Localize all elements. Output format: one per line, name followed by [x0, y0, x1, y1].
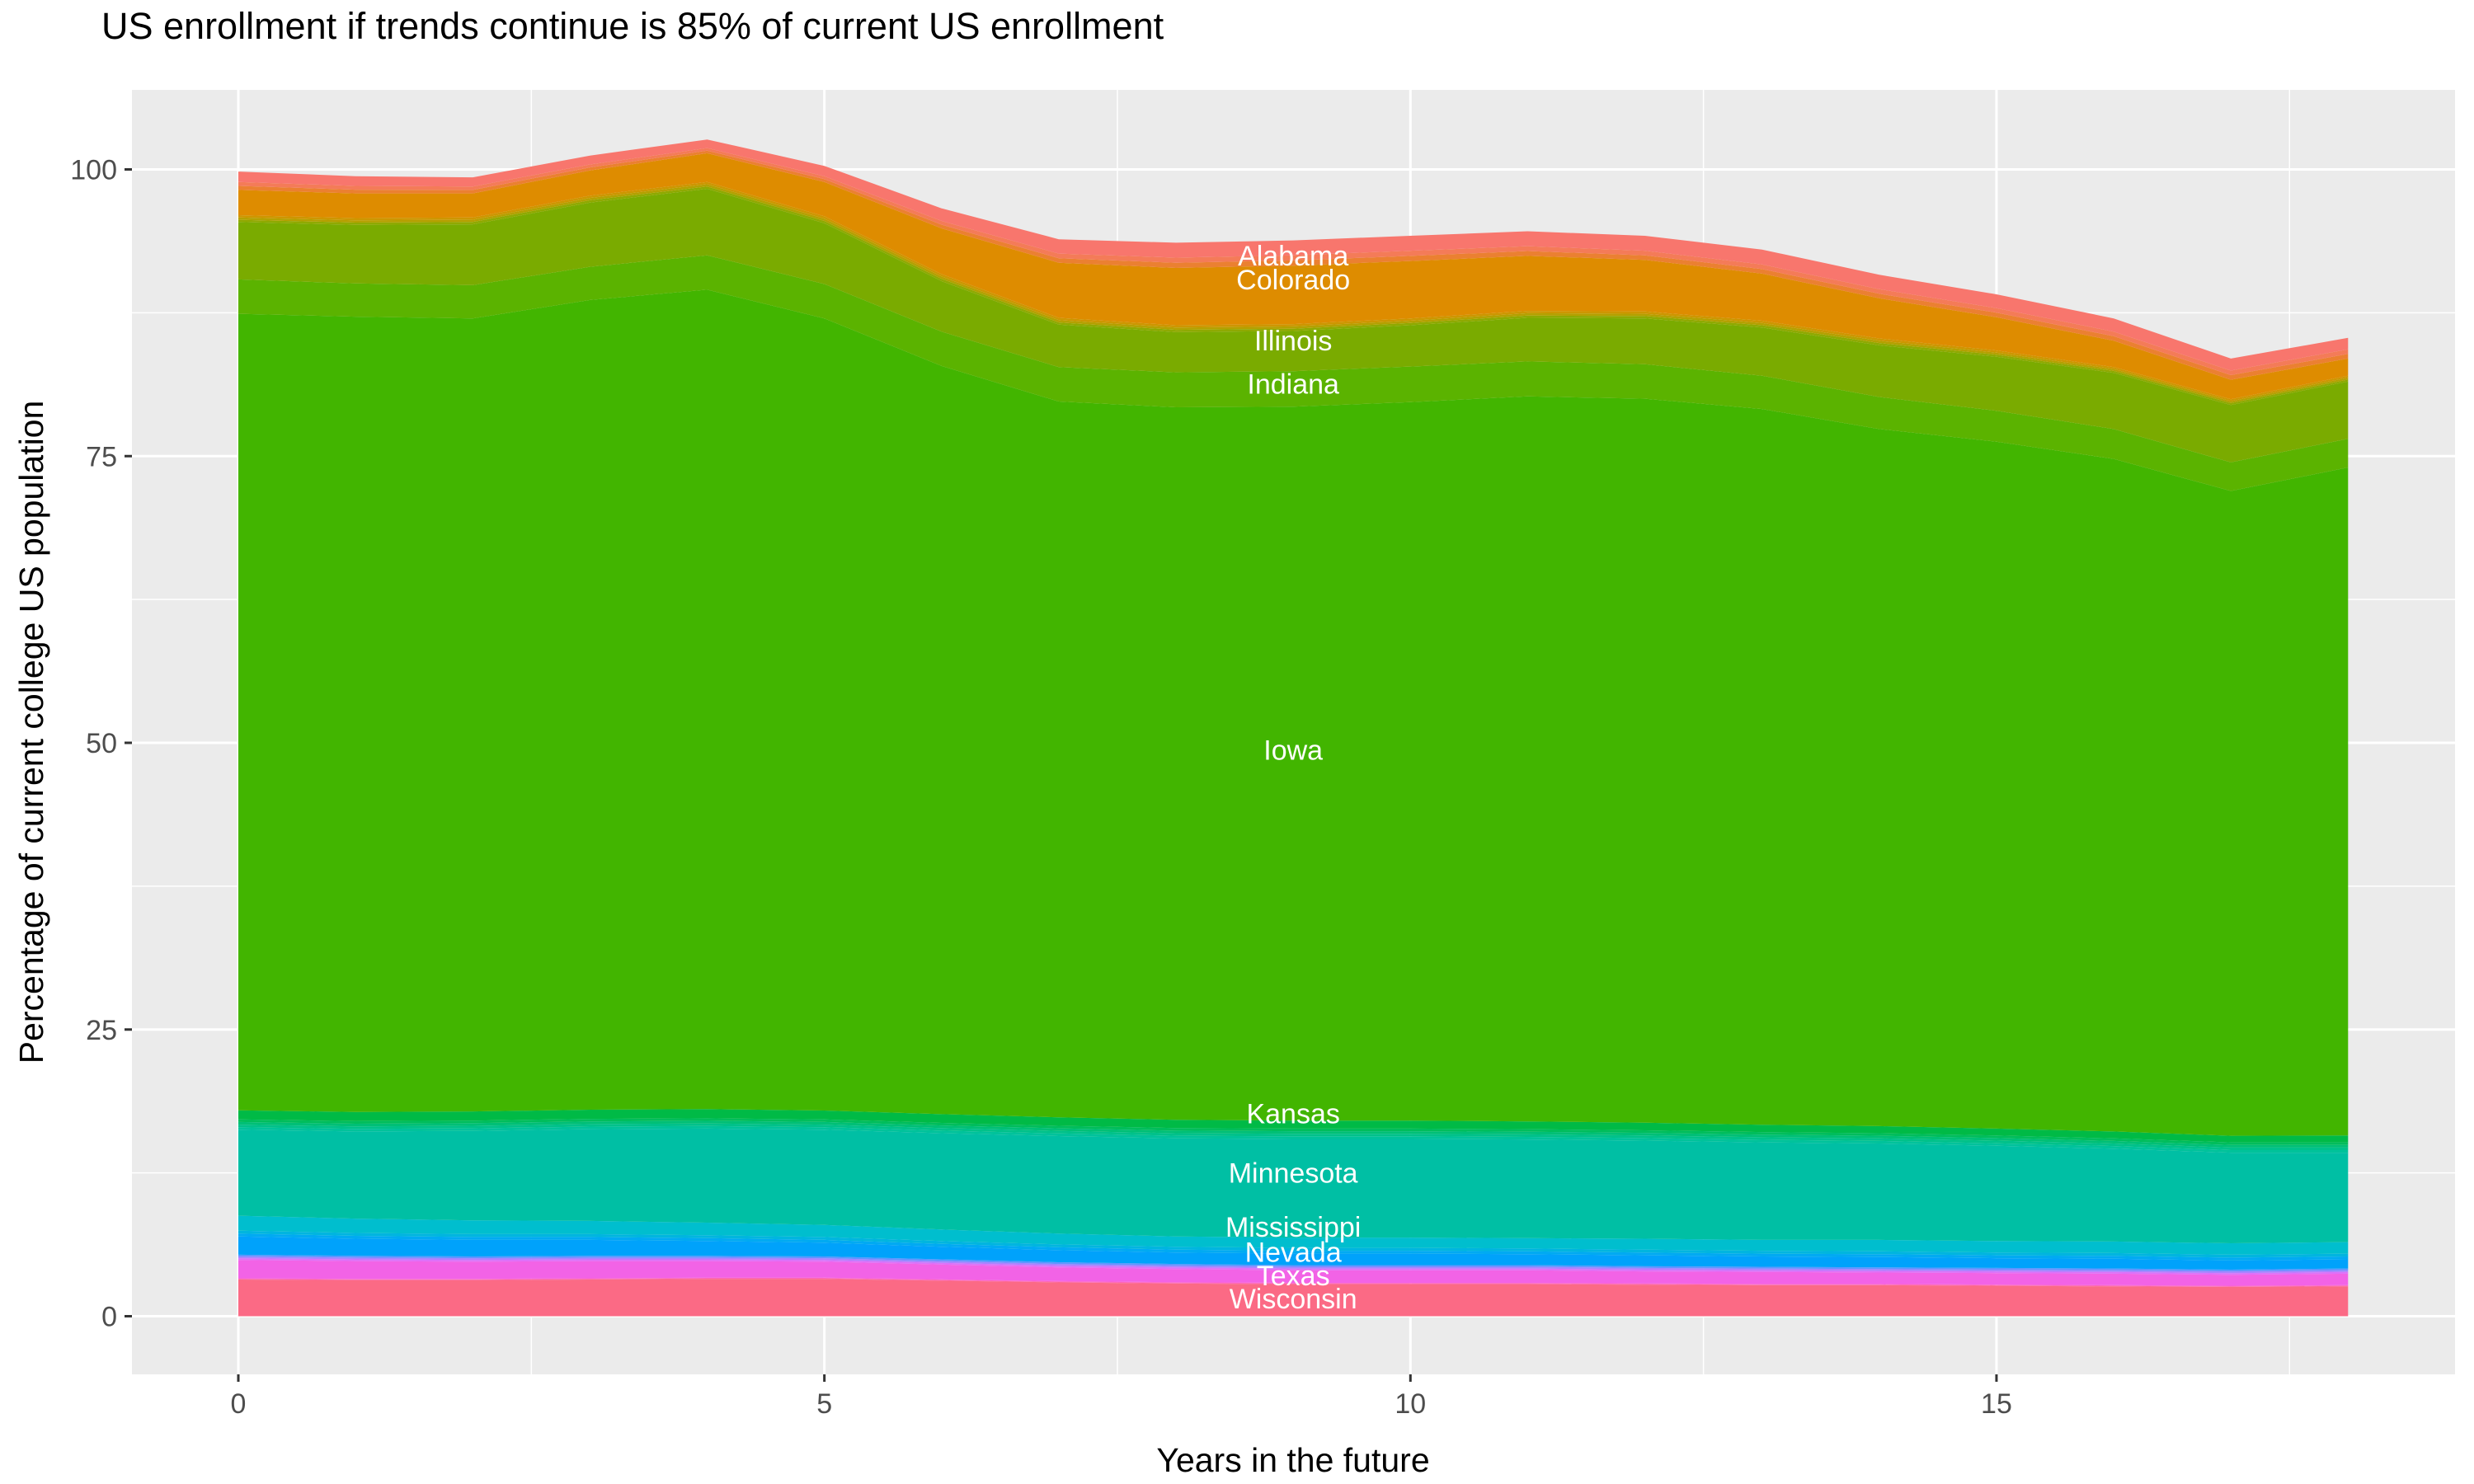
state-label-texas: Texas — [1257, 1261, 1330, 1292]
state-label-indiana: Indiana — [1247, 369, 1339, 401]
state-label-colorado: Colorado — [1236, 265, 1350, 296]
state-label-alabama: Alabama — [1238, 241, 1348, 272]
y-tick-label-50: 50 — [86, 728, 117, 759]
area-colorado — [238, 153, 2349, 400]
area-alabama — [238, 139, 2349, 371]
area-texas — [238, 1260, 2349, 1286]
area-indiana — [238, 255, 2349, 491]
area-other-states-nh-tn-0 — [238, 1258, 2349, 1275]
x-tick-label-0: 0 — [231, 1388, 247, 1420]
x-tick-label-10: 10 — [1395, 1388, 1426, 1420]
x-tick-label-15: 15 — [1981, 1388, 2012, 1420]
area-other-states-ak-ca-0 — [238, 150, 2349, 380]
area-other-states-mo-ne-1 — [238, 1230, 2349, 1258]
area-other-states-ut-wv-1 — [238, 1277, 2349, 1287]
area-illinois — [238, 189, 2349, 463]
plot-title: US enrollment if trends continue is 85% … — [101, 5, 1164, 47]
area-wisconsin — [238, 1279, 2349, 1317]
area-other-states-ky-mi-2 — [238, 1120, 2349, 1148]
area-iowa — [238, 289, 2349, 1136]
axis-tick-labels: 0 5 10 15 0 25 50 75 100 — [70, 155, 2012, 1421]
state-label-nevada: Nevada — [1245, 1237, 1342, 1269]
y-tick-label-25: 25 — [86, 1015, 117, 1046]
area-nevada — [238, 1236, 2349, 1270]
state-label-illinois: Illinois — [1254, 326, 1332, 357]
area-mississippi — [238, 1215, 2349, 1255]
state-label-kansas: Kansas — [1246, 1098, 1339, 1129]
x-tick-label-5: 5 — [816, 1388, 832, 1420]
area-other-states-mo-ne-0 — [238, 1233, 2349, 1261]
area-other-states-ky-mi-0 — [238, 1125, 2349, 1153]
state-label-iowa: Iowa — [1263, 735, 1323, 766]
y-axis-title: Percentage of current college US populat… — [12, 401, 50, 1064]
state-label-minnesota: Minnesota — [1229, 1158, 1358, 1190]
state-label-wisconsin: Wisconsin — [1230, 1284, 1357, 1315]
area-other-states-nh-tn-1 — [238, 1256, 2349, 1274]
y-tick-label-0: 0 — [101, 1302, 117, 1333]
y-tick-label-100: 100 — [70, 155, 117, 186]
state-label-mississippi: Mississippi — [1225, 1212, 1361, 1243]
area-other-states-ky-mi-3 — [238, 1118, 2349, 1145]
area-kansas — [238, 1109, 2349, 1143]
x-axis-title: Years in the future — [1156, 1441, 1429, 1479]
stacked-areas — [238, 139, 2349, 1317]
area-minnesota — [238, 1128, 2349, 1243]
area-other-states-ut-wv-0 — [238, 1278, 2349, 1287]
area-other-states-ky-mi-1 — [238, 1123, 2349, 1150]
axis-ticks — [125, 168, 1998, 1382]
y-tick-label-75: 75 — [86, 441, 117, 472]
area-other-states-nh-tn-2 — [238, 1254, 2349, 1272]
